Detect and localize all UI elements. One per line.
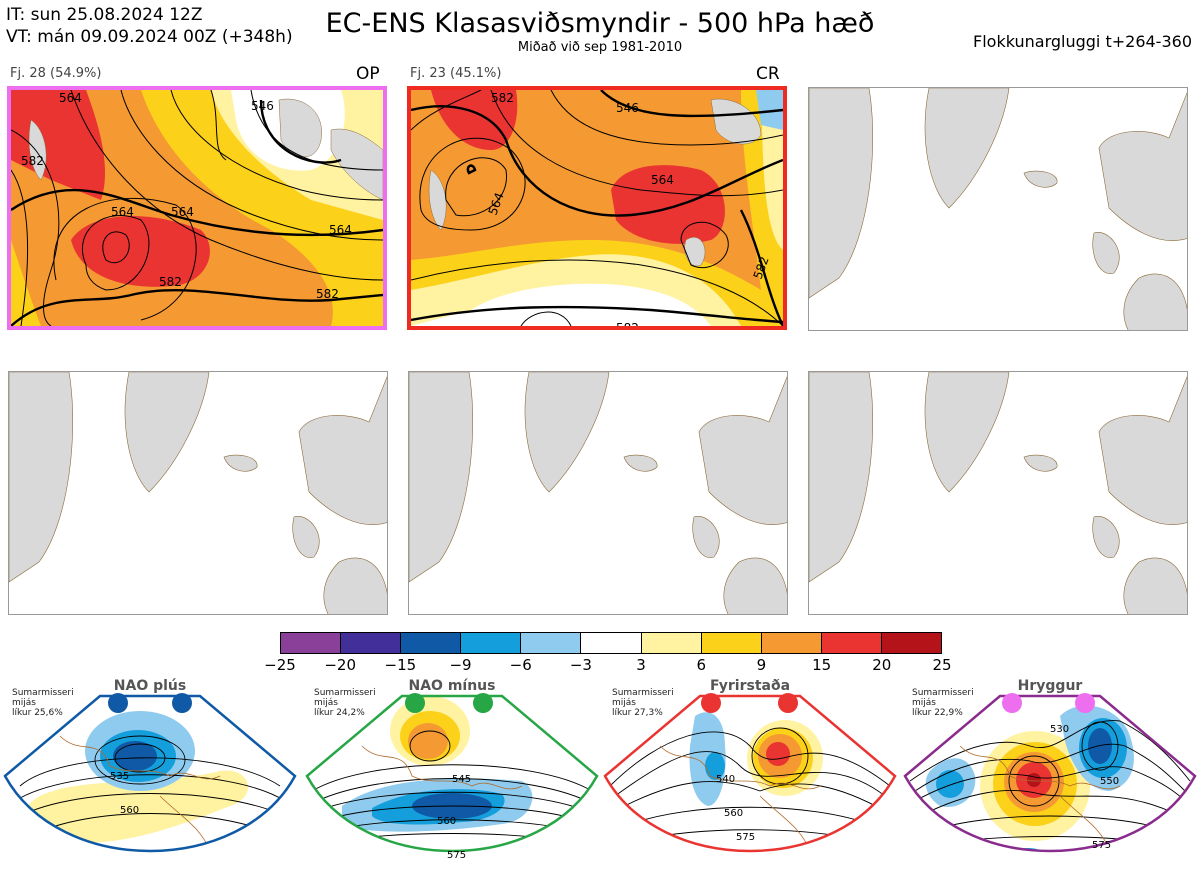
regime-ridge: 530 550 575 Hryggur Sumarmisseri mijás l…	[900, 676, 1200, 871]
regime-nao-minus-graphic: 545 560 575	[305, 693, 599, 861]
colorbar-swatch	[641, 633, 702, 653]
contour-label: 582	[21, 154, 44, 168]
empty-map-4	[8, 371, 388, 615]
regime-title: Hryggur	[1017, 678, 1083, 694]
colorbar-tick-label: −3	[569, 656, 592, 674]
regime-nao-minus: 545 560 575 NAO mínus Sumarmisseri mijás…	[302, 676, 602, 871]
classification-window: Flokkunargluggi t+264-360	[973, 32, 1192, 51]
contour-label: 582	[616, 321, 639, 326]
colorbar-tick-label: −9	[449, 656, 472, 674]
regime-fan-border	[903, 694, 1197, 853]
contour-label: 560	[437, 816, 456, 827]
regime-marker-dot	[778, 693, 798, 713]
contour-label: 530	[1050, 724, 1069, 735]
regime-marker-dot	[108, 693, 128, 713]
contour-label: 546	[616, 101, 639, 115]
regime-info: Sumarmisseri mijás líkur 25,6%	[12, 688, 74, 718]
contour-label: 560	[120, 805, 139, 816]
contour-label: 564	[59, 91, 82, 105]
panel-2-tag: CR	[756, 64, 780, 84]
contour-label: 545	[452, 774, 471, 785]
empty-map-6	[808, 371, 1188, 615]
contour-label: 564	[329, 223, 352, 237]
regime-fan-border	[603, 694, 897, 853]
contour-label: 564	[111, 205, 134, 219]
regime-info: Sumarmisseri mijás líkur 27,3%	[612, 688, 674, 718]
colorbar-swatch	[881, 633, 942, 653]
colorbar-tick-label: −25	[264, 656, 296, 674]
regime-marker-dot	[172, 693, 192, 713]
panel-2-label: Fj. 23 (45.1%)	[410, 66, 502, 81]
panel-1-label: Fj. 28 (54.9%)	[10, 66, 102, 81]
colorbar-swatch	[701, 633, 762, 653]
base-map-graphic	[409, 372, 787, 614]
colorbar-tick-label: 25	[932, 656, 952, 674]
colorbar-tick-label: −20	[324, 656, 356, 674]
colorbar-tick-label: 15	[812, 656, 832, 674]
base-map-graphic	[9, 372, 387, 614]
regime-nao-plus-graphic: 535 560	[3, 693, 297, 853]
empty-map-3	[808, 87, 1188, 331]
colorbar-swatch	[461, 633, 522, 653]
regime-nao-plus: 535 560 NAO plús Sumarmisseri mijás líku…	[0, 676, 300, 871]
colorbar-tick-label: −6	[509, 656, 532, 674]
colorbar-tick-label: 6	[696, 656, 707, 674]
regime-blocking: 540 560 575 Fyrirstaða Sumarmisseri mijá…	[600, 676, 900, 871]
regime-marker-dot	[405, 693, 425, 713]
regime-fan-border	[305, 694, 599, 853]
regime-marker-dot	[701, 693, 721, 713]
valid-time: VT: mán 09.09.2024 00Z (+348h)	[6, 27, 293, 47]
regime-ridge-graphic: 530 550 575	[903, 693, 1197, 853]
cluster-map-1-graphic: 546 564 564 564 582 582 582 564	[11, 90, 383, 326]
contour-label: 550	[1100, 776, 1119, 787]
colorbar	[280, 632, 942, 654]
regime-marker-dot	[1075, 693, 1095, 713]
contour-label: 575	[447, 850, 466, 861]
regime-marker-dot	[473, 693, 493, 713]
contour-label: 560	[724, 808, 743, 819]
regime-fan-border	[3, 694, 297, 853]
contour-label: 546	[251, 99, 274, 113]
base-map-graphic	[809, 88, 1187, 330]
contour-label: 582	[316, 287, 339, 301]
cluster-map-2-graphic: 546 564 564 582 582 582	[411, 90, 783, 326]
colorbar-tick-label: −15	[384, 656, 417, 674]
regime-title: NAO plús	[113, 678, 187, 694]
colorbar-swatch	[761, 633, 822, 653]
cluster-map-2[interactable]: 546 564 564 582 582 582	[407, 86, 787, 330]
contour-label: 575	[1092, 840, 1111, 851]
empty-map-5	[408, 371, 788, 615]
contour-label: 582	[491, 91, 514, 105]
contour-label: 564	[171, 205, 194, 219]
regime-marker-dot	[1002, 693, 1022, 713]
regime-title: NAO mínus	[408, 678, 496, 694]
contour-label: 535	[110, 771, 129, 782]
colorbar-tick-label: 20	[872, 656, 892, 674]
regime-info: Sumarmisseri mijás líkur 24,2%	[314, 688, 376, 718]
colorbar-swatch	[281, 633, 342, 653]
colorbar-swatch	[821, 633, 882, 653]
colorbar-swatch	[401, 633, 462, 653]
contour-label: 582	[159, 275, 182, 289]
header-times: IT: sun 25.08.2024 12Z VT: mán 09.09.202…	[6, 4, 293, 48]
regime-blocking-graphic: 540 560 575	[603, 693, 897, 853]
contour-label: 564	[651, 173, 674, 187]
colorbar-tick-label: 3	[636, 656, 646, 674]
colorbar-tick-label: 9	[756, 656, 767, 674]
contour-label: 575	[736, 832, 755, 843]
colorbar-swatch	[521, 633, 582, 653]
regime-title: Fyrirstaða	[709, 678, 791, 694]
contour-label: 540	[716, 774, 735, 785]
regime-info: Sumarmisseri mijás líkur 22,9%	[912, 688, 974, 718]
init-time: IT: sun 25.08.2024 12Z	[6, 5, 203, 25]
cluster-map-1[interactable]: 546 564 564 564 582 582 582 564	[7, 86, 387, 330]
colorbar-swatch	[341, 633, 402, 653]
panel-1-tag: OP	[356, 64, 380, 84]
page-title: EC-ENS Klasasviðsmyndir - 500 hPa hæð	[325, 8, 875, 39]
page-subtitle: Miðað við sep 1981-2010	[517, 40, 683, 55]
colorbar-swatch	[581, 633, 642, 653]
base-map-graphic	[809, 372, 1187, 614]
